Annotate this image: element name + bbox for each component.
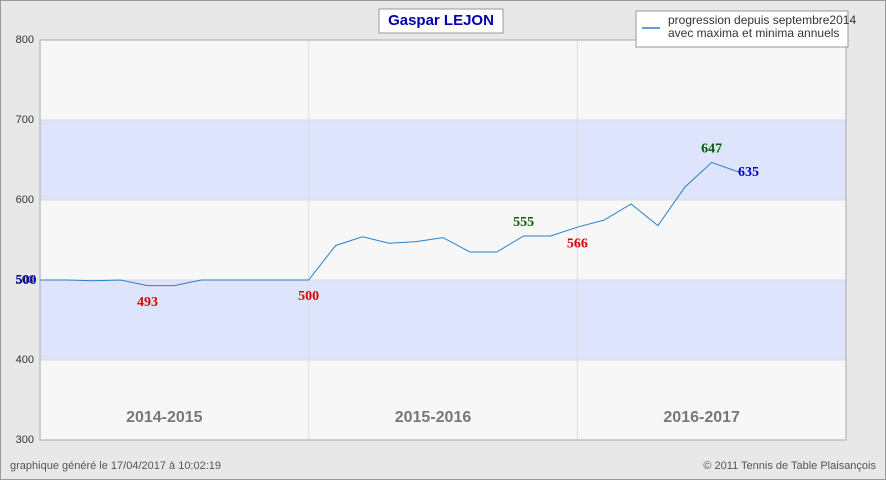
y-tick-label: 300 — [16, 434, 34, 446]
chart-title: Gaspar LEJON — [388, 12, 494, 29]
legend-box — [635, 10, 849, 48]
point-label: 500 — [16, 273, 37, 288]
legend-text: avec maxima et minima annuels — [668, 26, 839, 40]
y-tick-label: 400 — [16, 354, 34, 366]
band — [40, 120, 846, 200]
footer-left: graphique généré le 17/04/2017 à 10:02:1… — [10, 460, 221, 472]
y-tick-label: 800 — [16, 34, 34, 46]
season-label: 2014-2015 — [126, 409, 203, 426]
point-label: 555 — [513, 215, 534, 230]
season-label: 2016-2017 — [663, 409, 740, 426]
plot-area — [40, 40, 846, 440]
y-tick-label: 500 — [16, 274, 34, 286]
legend-text: progression depuis septembre2014 — [668, 13, 856, 27]
point-label: 647 — [701, 142, 722, 157]
plot-border — [39, 39, 847, 441]
footer-right: © 2011 Tennis de Table Plaisançois — [703, 460, 876, 472]
y-tick-label: 700 — [16, 114, 34, 126]
title-box — [378, 8, 504, 34]
season-label: 2015-2016 — [395, 409, 472, 426]
band — [40, 280, 846, 360]
point-label: 566 — [567, 236, 588, 251]
line — [40, 161, 739, 287]
point-label: 635 — [738, 165, 759, 180]
point-label: 500 — [298, 289, 319, 304]
y-tick-label: 600 — [16, 194, 34, 206]
point-label: 493 — [137, 295, 158, 310]
